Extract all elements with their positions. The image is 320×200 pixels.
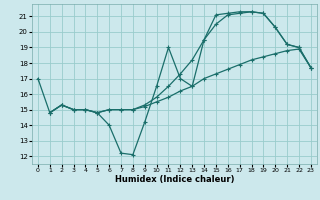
X-axis label: Humidex (Indice chaleur): Humidex (Indice chaleur) — [115, 175, 234, 184]
